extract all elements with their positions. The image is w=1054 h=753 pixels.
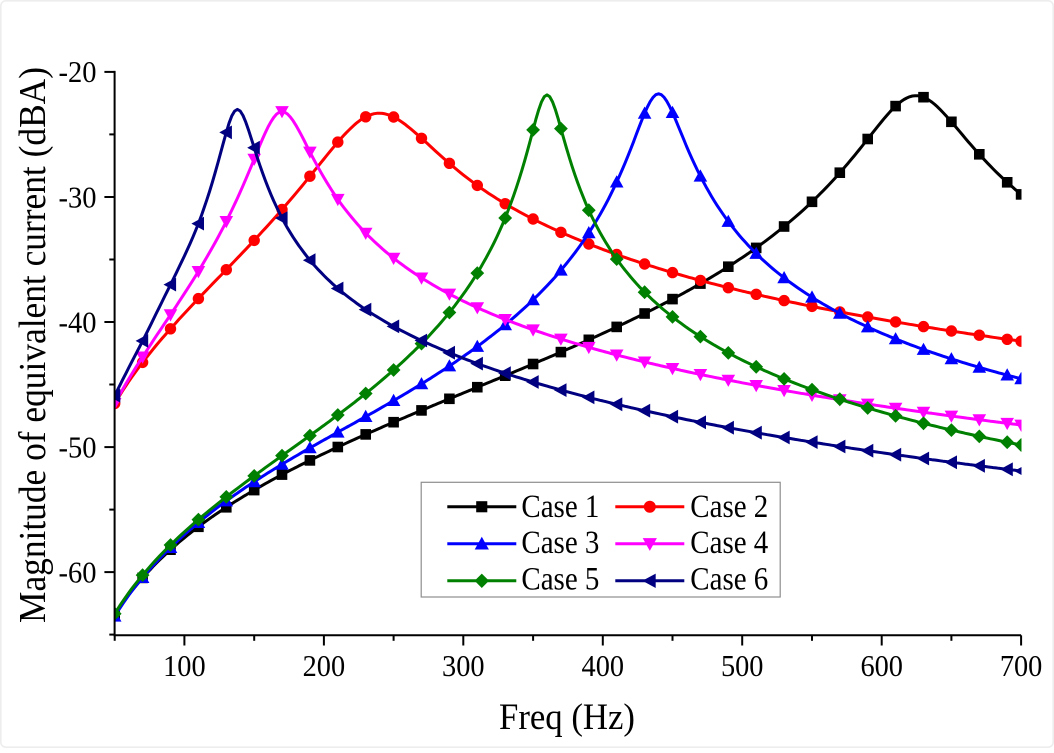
svg-text:-50: -50 <box>59 429 97 464</box>
svg-text:200: 200 <box>303 648 346 683</box>
svg-text:Case 3: Case 3 <box>521 524 599 560</box>
svg-text:500: 500 <box>721 648 764 683</box>
svg-text:Freq (Hz): Freq (Hz) <box>499 696 635 737</box>
svg-text:Case 4: Case 4 <box>690 524 768 560</box>
svg-text:100: 100 <box>163 648 206 683</box>
svg-text:300: 300 <box>442 648 485 683</box>
svg-text:Case 1: Case 1 <box>521 488 599 524</box>
svg-text:Case 5: Case 5 <box>521 561 599 597</box>
svg-text:600: 600 <box>860 648 903 683</box>
svg-text:Case 2: Case 2 <box>690 488 768 524</box>
svg-text:Magnitude of equivalent curren: Magnitude of equivalent current (dBA) <box>12 67 54 623</box>
svg-text:-40: -40 <box>59 304 97 339</box>
svg-text:400: 400 <box>582 648 625 683</box>
svg-text:-20: -20 <box>59 54 97 89</box>
svg-text:-60: -60 <box>59 554 97 589</box>
svg-text:-30: -30 <box>59 179 97 214</box>
svg-text:Case 6: Case 6 <box>690 561 768 597</box>
svg-text:700: 700 <box>1000 648 1043 683</box>
